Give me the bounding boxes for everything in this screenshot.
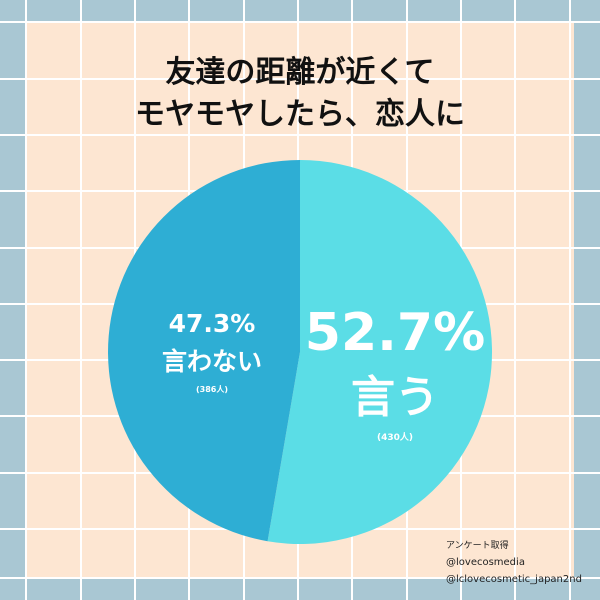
credit-line-2: @lovecosmedia [446, 557, 525, 568]
chart-title-line-2: モヤモヤしたら、恋人に [135, 97, 465, 132]
slice-yes-percent: 52.7% [305, 303, 485, 363]
slice-no-count: (386人) [196, 384, 228, 394]
slice-no-label: 言わない [162, 347, 262, 376]
credit-line-1: アンケート取得 [446, 539, 509, 551]
pie-slice-no [108, 160, 300, 542]
credit-line-3: @lclovecosmetic_japan2nd [446, 574, 582, 585]
chart-title-line-1: 友達の距離が近くて [165, 55, 434, 90]
slice-yes-count: (430人) [377, 431, 413, 443]
slice-no-percent: 47.3% [169, 309, 256, 338]
pie-slice-yes [267, 160, 493, 544]
slice-yes-label: 言う [351, 372, 439, 423]
